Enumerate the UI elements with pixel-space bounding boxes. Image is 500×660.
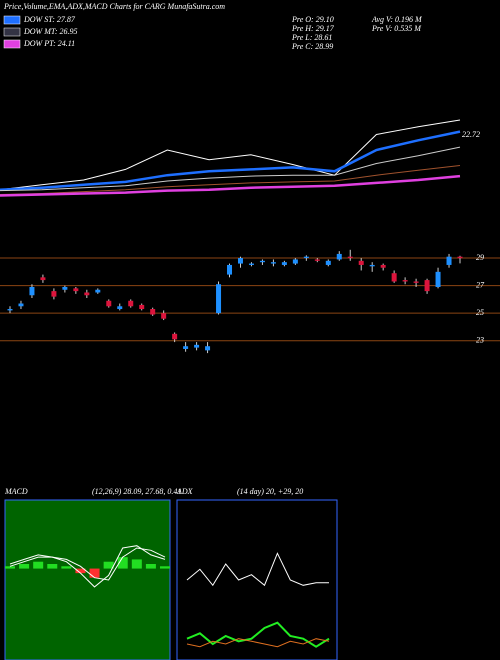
series-line [186,638,330,648]
legend-swatch [3,15,21,25]
histogram-bar [61,566,72,569]
histogram-bar [145,564,156,569]
series-line [0,174,461,197]
series-line [9,547,166,581]
candle-body [62,286,68,290]
series-line [0,130,461,191]
series-line [0,165,461,195]
candle-body [227,264,233,275]
legend-label: DOW ST: 27.87 [23,15,76,24]
histogram-bar [89,568,100,578]
y-tick-label: 29 [476,253,484,262]
candle-body [413,281,419,283]
price-info: Avg V: 0.196 M [371,15,423,24]
candle-body [424,280,430,292]
candle-body [292,259,298,264]
page-title: Price,Volume,EMA,ADX,MACD Charts for CAR… [3,2,225,11]
candle-body [161,313,167,319]
histogram-bar [5,566,15,569]
candle-body [95,289,101,293]
series-line [0,119,461,191]
candle-body [205,346,211,351]
candle-body [457,256,463,259]
candle-body [216,284,222,314]
legend-label: DOW PT: 24.11 [23,39,75,48]
y-tick-label: 27 [476,280,485,289]
legend-swatch [3,27,21,37]
candle-body [106,300,112,307]
candle-body [303,256,309,259]
y-tick-label: 23 [476,336,484,345]
candle-body [117,306,123,310]
candle-body [73,288,79,292]
candle-body [358,260,364,265]
candle-body [128,300,134,307]
candle-body [380,264,386,268]
price-info: Pre C: 28.99 [291,42,333,51]
candle-body [84,292,90,296]
candle-body [259,260,265,263]
candle-body [7,309,13,311]
price-info: Pre L: 28.61 [291,33,332,42]
histogram-bar [75,568,86,574]
histogram-bar [47,564,58,569]
legend-swatch [3,39,21,49]
candle-body [435,271,441,287]
candle-body [281,262,287,265]
series-line [0,146,461,192]
last-value: 22.72 [462,130,480,139]
histogram-bar [131,559,142,569]
candle-body [314,259,320,261]
candle-body [194,344,200,348]
candle-body [325,260,331,265]
histogram-bar [103,561,114,569]
candle-body [369,264,375,267]
candle-body [446,256,452,265]
candle-body [347,256,353,259]
y-tick-label: 25 [476,308,484,317]
candle-body [336,253,342,260]
candle-body [172,333,178,340]
candle-body [29,286,35,296]
candle-body [248,263,254,265]
candle-body [270,262,276,264]
series-line [9,545,166,588]
panel-bg [176,499,338,660]
histogram-bar [117,557,128,569]
price-info: Pre O: 29.10 [291,15,334,24]
price-info: Pre H: 29.17 [291,24,335,33]
candle-body [183,346,189,349]
panel-title: ADX [176,487,194,496]
candle-body [18,303,24,307]
legend-label: DOW MT: 26.95 [23,27,78,36]
candle-body [402,280,408,282]
histogram-bar [19,564,30,569]
candle-body [139,304,145,310]
candle-body [391,273,397,282]
series-line [186,552,329,587]
candle-body [40,277,46,281]
histogram-bar [33,561,44,569]
price-info: Pre V: 0.535 M [371,24,422,33]
panel-title: MACD [4,487,28,496]
panel-subtitle: (14 day) 20, +29, 20 [237,487,303,496]
candle-body [51,291,57,297]
histogram-bar [160,566,170,569]
candle-body [150,309,156,315]
candle-body [237,258,243,264]
panel-subtitle: (12,26,9) 28.09, 27.68, 0.41 [92,487,181,496]
